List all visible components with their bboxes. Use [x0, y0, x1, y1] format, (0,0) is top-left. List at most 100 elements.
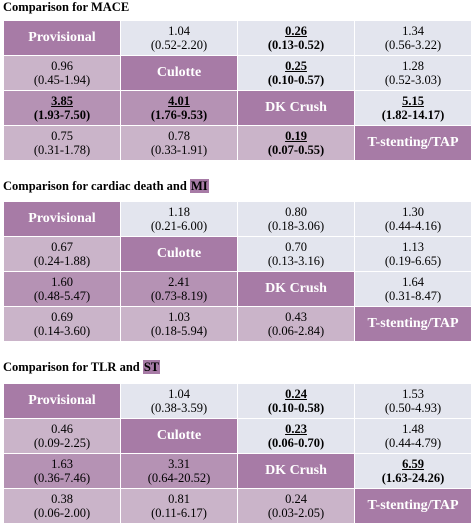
- table-row: Provisional 1.04 (0.38-3.59) 0.24 (0.10-0.58…: [3, 383, 472, 419]
- treatment-label: Culotte: [120, 236, 238, 272]
- confidence-interval: (0.48-5.47): [33, 289, 91, 303]
- point-estimate: 0.23: [285, 422, 307, 436]
- table-row: 0.46 (0.09-2.25) Culotte 0.23 (0.06-0.70) 1.4…: [3, 418, 472, 454]
- treatment-label: Culotte: [120, 418, 238, 454]
- confidence-interval: (0.44-4.16): [384, 219, 442, 233]
- table-row: Provisional 1.18 (0.21-6.00) 0.80 (0.18-3.06…: [3, 201, 472, 237]
- estimate-cell: 0.43 (0.06-2.84): [237, 306, 355, 342]
- confidence-interval: (0.45-1.94): [33, 73, 91, 87]
- point-estimate: 0.96: [51, 59, 73, 73]
- point-estimate: 0.81: [168, 492, 190, 506]
- treatment-label: Provisional: [3, 201, 121, 237]
- confidence-interval: (0.36-7.46): [33, 471, 91, 485]
- point-estimate: 1.18: [168, 205, 190, 219]
- heading-highlight: MI: [189, 179, 209, 193]
- confidence-interval: (0.19-6.65): [384, 254, 442, 268]
- confidence-interval: (0.06-0.70): [267, 436, 325, 450]
- estimate-cell: 0.25 (0.10-0.57): [237, 55, 355, 91]
- estimate-cell: 0.67 (0.24-1.88): [3, 236, 121, 272]
- estimate-cell: 1.28 (0.52-3.03): [354, 55, 472, 91]
- estimate-cell: 6.59 (1.63-24.26): [354, 453, 472, 489]
- table-row: 1.63 (0.36-7.46) 3.31 (0.64-20.52) DK Crush 6…: [3, 453, 472, 489]
- confidence-interval: (0.52-3.03): [384, 73, 442, 87]
- point-estimate: 0.78: [168, 129, 190, 143]
- point-estimate: 0.80: [285, 205, 307, 219]
- point-estimate: 0.46: [51, 422, 73, 436]
- confidence-interval: (0.10-0.57): [267, 73, 325, 87]
- estimate-cell: 1.04 (0.38-3.59): [120, 383, 238, 419]
- confidence-interval: (0.56-3.22): [384, 38, 442, 52]
- estimate-cell: 0.24 (0.10-0.58): [237, 383, 355, 419]
- table-row: Provisional 1.04 (0.52-2.20) 0.26 (0.13-0.52…: [3, 20, 472, 56]
- confidence-interval: (0.18-3.06): [267, 219, 325, 233]
- table-row: 0.67 (0.24-1.88) Culotte 0.70 (0.13-3.16) 1.1…: [3, 236, 472, 272]
- point-estimate: 0.69: [51, 310, 73, 324]
- table-row: 0.38 (0.06-2.00) 0.81 (0.11-6.17) 0.24 (0.03-…: [3, 488, 472, 524]
- table-row: 0.69 (0.14-3.60) 1.03 (0.18-5.94) 0.43 (0.06-…: [3, 306, 472, 342]
- confidence-interval: (1.63-24.26): [381, 471, 445, 485]
- estimate-cell: 1.18 (0.21-6.00): [120, 201, 238, 237]
- table-row: 0.96 (0.45-1.94) Culotte 0.25 (0.10-0.57) 1.2…: [3, 55, 472, 91]
- treatment-label: DK Crush: [237, 453, 355, 489]
- point-estimate: 5.15: [402, 94, 424, 108]
- point-estimate: 1.04: [168, 387, 190, 401]
- confidence-interval: (0.21-6.00): [150, 219, 208, 233]
- table-row: 3.85 (1.93-7.50) 4.01 (1.76-9.53) DK Crush 5.…: [3, 90, 472, 126]
- confidence-interval: (0.73-8.19): [150, 289, 208, 303]
- point-estimate: 2.41: [168, 275, 190, 289]
- treatment-label: T-stenting/TAP: [354, 488, 472, 524]
- point-estimate: 0.67: [51, 240, 73, 254]
- point-estimate: 1.63: [51, 457, 73, 471]
- point-estimate: 1.60: [51, 275, 73, 289]
- point-estimate: 0.19: [285, 129, 307, 143]
- estimate-cell: 1.04 (0.52-2.20): [120, 20, 238, 56]
- confidence-interval: (0.33-1.91): [150, 143, 208, 157]
- estimate-cell: 5.15 (1.82-14.17): [354, 90, 472, 126]
- confidence-interval: (0.18-5.94): [150, 324, 208, 338]
- point-estimate: 1.28: [402, 59, 424, 73]
- point-estimate: 1.13: [402, 240, 424, 254]
- estimate-cell: 0.19 (0.07-0.55): [237, 125, 355, 161]
- confidence-interval: (0.06-2.00): [33, 506, 91, 520]
- point-estimate: 0.26: [285, 24, 307, 38]
- point-estimate: 6.59: [402, 457, 424, 471]
- treatment-label: T-stenting/TAP: [354, 125, 472, 161]
- table-row: 0.75 (0.31-1.78) 0.78 (0.33-1.91) 0.19 (0.07-…: [3, 125, 472, 161]
- estimate-cell: 0.96 (0.45-1.94): [3, 55, 121, 91]
- confidence-interval: (0.13-3.16): [267, 254, 325, 268]
- estimate-cell: 0.69 (0.14-3.60): [3, 306, 121, 342]
- point-estimate: 1.64: [402, 275, 424, 289]
- confidence-interval: (0.07-0.55): [267, 143, 325, 157]
- estimate-cell: 0.80 (0.18-3.06): [237, 201, 355, 237]
- confidence-interval: (0.03-2.05): [267, 506, 325, 520]
- confidence-interval: (1.76-9.53): [150, 108, 208, 122]
- point-estimate: 0.24: [285, 492, 307, 506]
- point-estimate: 4.01: [168, 94, 190, 108]
- point-estimate: 1.34: [402, 24, 424, 38]
- confidence-interval: (0.14-3.60): [33, 324, 91, 338]
- estimate-cell: 4.01 (1.76-9.53): [120, 90, 238, 126]
- comparison-table-tlr-st: Provisional 1.04 (0.38-3.59) 0.24 (0.10-0.58…: [3, 383, 472, 524]
- confidence-interval: (1.93-7.50): [33, 108, 91, 122]
- point-estimate: 1.48: [402, 422, 424, 436]
- confidence-interval: (1.82-14.17): [381, 108, 445, 122]
- estimate-cell: 3.31 (0.64-20.52): [120, 453, 238, 489]
- estimate-cell: 1.34 (0.56-3.22): [354, 20, 472, 56]
- estimate-cell: 1.60 (0.48-5.47): [3, 271, 121, 307]
- heading-highlight: ST: [142, 360, 161, 374]
- treatment-label: T-stenting/TAP: [354, 306, 472, 342]
- treatment-label: Provisional: [3, 20, 121, 56]
- treatment-label: Provisional: [3, 383, 121, 419]
- estimate-cell: 1.63 (0.36-7.46): [3, 453, 121, 489]
- estimate-cell: 0.46 (0.09-2.25): [3, 418, 121, 454]
- estimate-cell: 0.24 (0.03-2.05): [237, 488, 355, 524]
- estimate-cell: 1.13 (0.19-6.65): [354, 236, 472, 272]
- estimate-cell: 0.81 (0.11-6.17): [120, 488, 238, 524]
- confidence-interval: (0.44-4.79): [384, 436, 442, 450]
- section-heading: Comparison for MACE: [3, 0, 130, 14]
- point-estimate: 1.53: [402, 387, 424, 401]
- confidence-interval: (0.24-1.88): [33, 254, 91, 268]
- estimate-cell: 0.38 (0.06-2.00): [3, 488, 121, 524]
- estimate-cell: 1.03 (0.18-5.94): [120, 306, 238, 342]
- point-estimate: 0.43: [285, 310, 307, 324]
